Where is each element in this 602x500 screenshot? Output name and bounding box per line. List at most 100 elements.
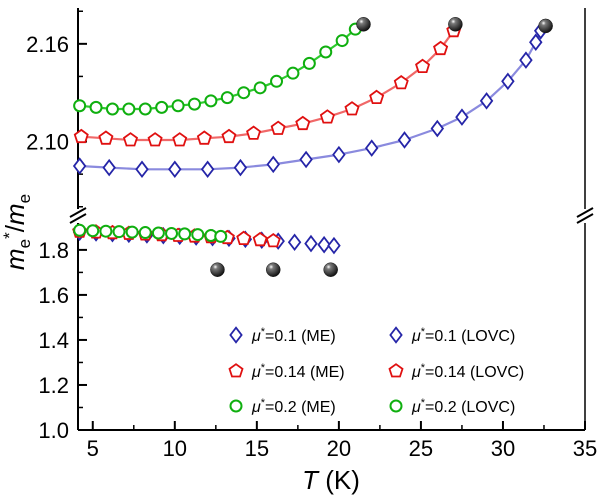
pentagon-marker	[295, 115, 311, 131]
fit-line	[79, 30, 542, 171]
circle-marker	[229, 399, 243, 413]
y-axis-label: me*/me	[0, 194, 34, 270]
ylabel-part: e	[15, 194, 34, 203]
diamond-marker	[72, 157, 87, 175]
pentagon-marker	[122, 132, 139, 147]
diamond-marker	[364, 139, 379, 157]
legend-rest: =0.2 (ME)	[265, 399, 336, 416]
pentagon-marker	[236, 230, 252, 245]
circle-marker	[138, 226, 152, 240]
pentagon-marker	[98, 130, 114, 145]
legend-sup: *	[261, 362, 266, 374]
ylabel-part: e	[15, 239, 34, 248]
ylabel-part: /	[0, 224, 30, 232]
fit-line	[79, 28, 357, 111]
legend-sup: *	[261, 326, 266, 338]
circle-marker	[89, 100, 103, 114]
pentagon-marker	[265, 232, 281, 248]
pentagon-marker	[344, 101, 360, 116]
legend-item-label: μ*=0.2 (LOVC)	[411, 397, 515, 416]
x-axis-label: T (K)	[302, 465, 360, 495]
legend-item-label: μ*=0.1 (LOVC)	[411, 326, 515, 345]
diamond-marker	[168, 160, 182, 179]
pentagon-marker	[172, 132, 188, 147]
circle-marker	[122, 102, 136, 116]
diamond-marker	[135, 160, 149, 179]
legend-rest: =0.2 (LOVC)	[425, 399, 515, 416]
diamond-marker	[430, 119, 445, 138]
ylabel-part: m	[0, 203, 30, 225]
circle-marker	[171, 99, 185, 113]
circle-marker	[270, 74, 284, 88]
diamond-marker	[501, 72, 515, 91]
x-tick-label: 25	[409, 436, 433, 461]
legend-sup: *	[421, 326, 426, 338]
pentagon-marker	[228, 363, 244, 378]
y-tick-label: 1.0	[38, 418, 69, 443]
circle-marker	[151, 226, 165, 240]
sphere-marker	[356, 17, 371, 32]
sphere-marker	[448, 17, 463, 32]
circle-marker	[112, 225, 126, 239]
circle-marker	[125, 225, 139, 239]
x-tick-label: 5	[87, 436, 99, 461]
pentagon-marker	[246, 125, 262, 140]
legend-rest: =0.14 (LOVC)	[425, 364, 524, 381]
plot-area: 5 10 15 20 25 30 351.01.21.41.61.82.102.16μ*=0…	[26, 8, 597, 461]
diamond-marker	[229, 326, 243, 344]
circle-marker	[138, 102, 152, 116]
y-tick-label: 1.8	[38, 238, 69, 263]
legend-mu: μ	[411, 328, 421, 345]
pentagon-marker	[388, 363, 404, 378]
legend-mu: μ	[251, 399, 261, 416]
xlabel-part: (K)	[318, 465, 360, 495]
diamond-marker	[287, 233, 302, 252]
axis-break-gap	[577, 209, 593, 223]
axis-break-mark	[576, 213, 594, 224]
legend-rest: =0.14 (ME)	[265, 364, 345, 381]
circle-marker	[155, 100, 169, 114]
pentagon-marker	[415, 58, 431, 73]
circle-marker	[237, 86, 251, 100]
circle-marker	[99, 224, 113, 238]
legend-rest: =0.1 (LOVC)	[425, 328, 515, 345]
legend-item-label: μ*=0.1 (ME)	[251, 326, 336, 345]
diamond-marker	[519, 51, 533, 69]
axis-break-mark	[576, 207, 594, 218]
circle-marker	[187, 97, 201, 111]
circle-marker	[191, 228, 205, 242]
sphere-marker	[266, 262, 281, 277]
legend-item-label: μ*=0.14 (ME)	[251, 362, 345, 381]
legend-mu: μ	[411, 399, 421, 416]
ylabel-part: m	[0, 248, 30, 270]
pentagon-marker	[369, 89, 385, 104]
x-tick-label: 20	[327, 436, 351, 461]
sphere-marker	[323, 262, 338, 277]
pentagon-marker	[196, 130, 212, 145]
legend-sup: *	[421, 397, 426, 409]
x-tick-label: 35	[573, 436, 597, 461]
xlabel-part: T	[302, 465, 320, 495]
diamond-marker	[233, 158, 248, 177]
sphere-marker	[210, 262, 225, 277]
circle-marker	[302, 56, 316, 70]
y-tick-label: 1.4	[38, 328, 69, 353]
legend-mu: μ	[251, 328, 261, 345]
sphere-marker	[538, 18, 553, 34]
circle-marker	[286, 66, 300, 80]
axis-break-gap	[70, 209, 86, 223]
ylabel-part: *	[0, 232, 19, 239]
legend-item-label: μ*=0.14 (LOVC)	[411, 362, 524, 381]
diamond-marker	[200, 160, 215, 179]
y-tick-label: 1.6	[38, 283, 69, 308]
diamond-marker	[327, 236, 341, 255]
diamond-marker	[266, 155, 280, 174]
legend-sup: *	[261, 397, 266, 409]
legend-item-label: μ*=0.2 (ME)	[251, 397, 336, 416]
circle-marker	[335, 34, 349, 48]
legend-mu: μ	[251, 364, 261, 381]
circle-marker	[86, 224, 100, 238]
circle-marker	[214, 229, 228, 243]
